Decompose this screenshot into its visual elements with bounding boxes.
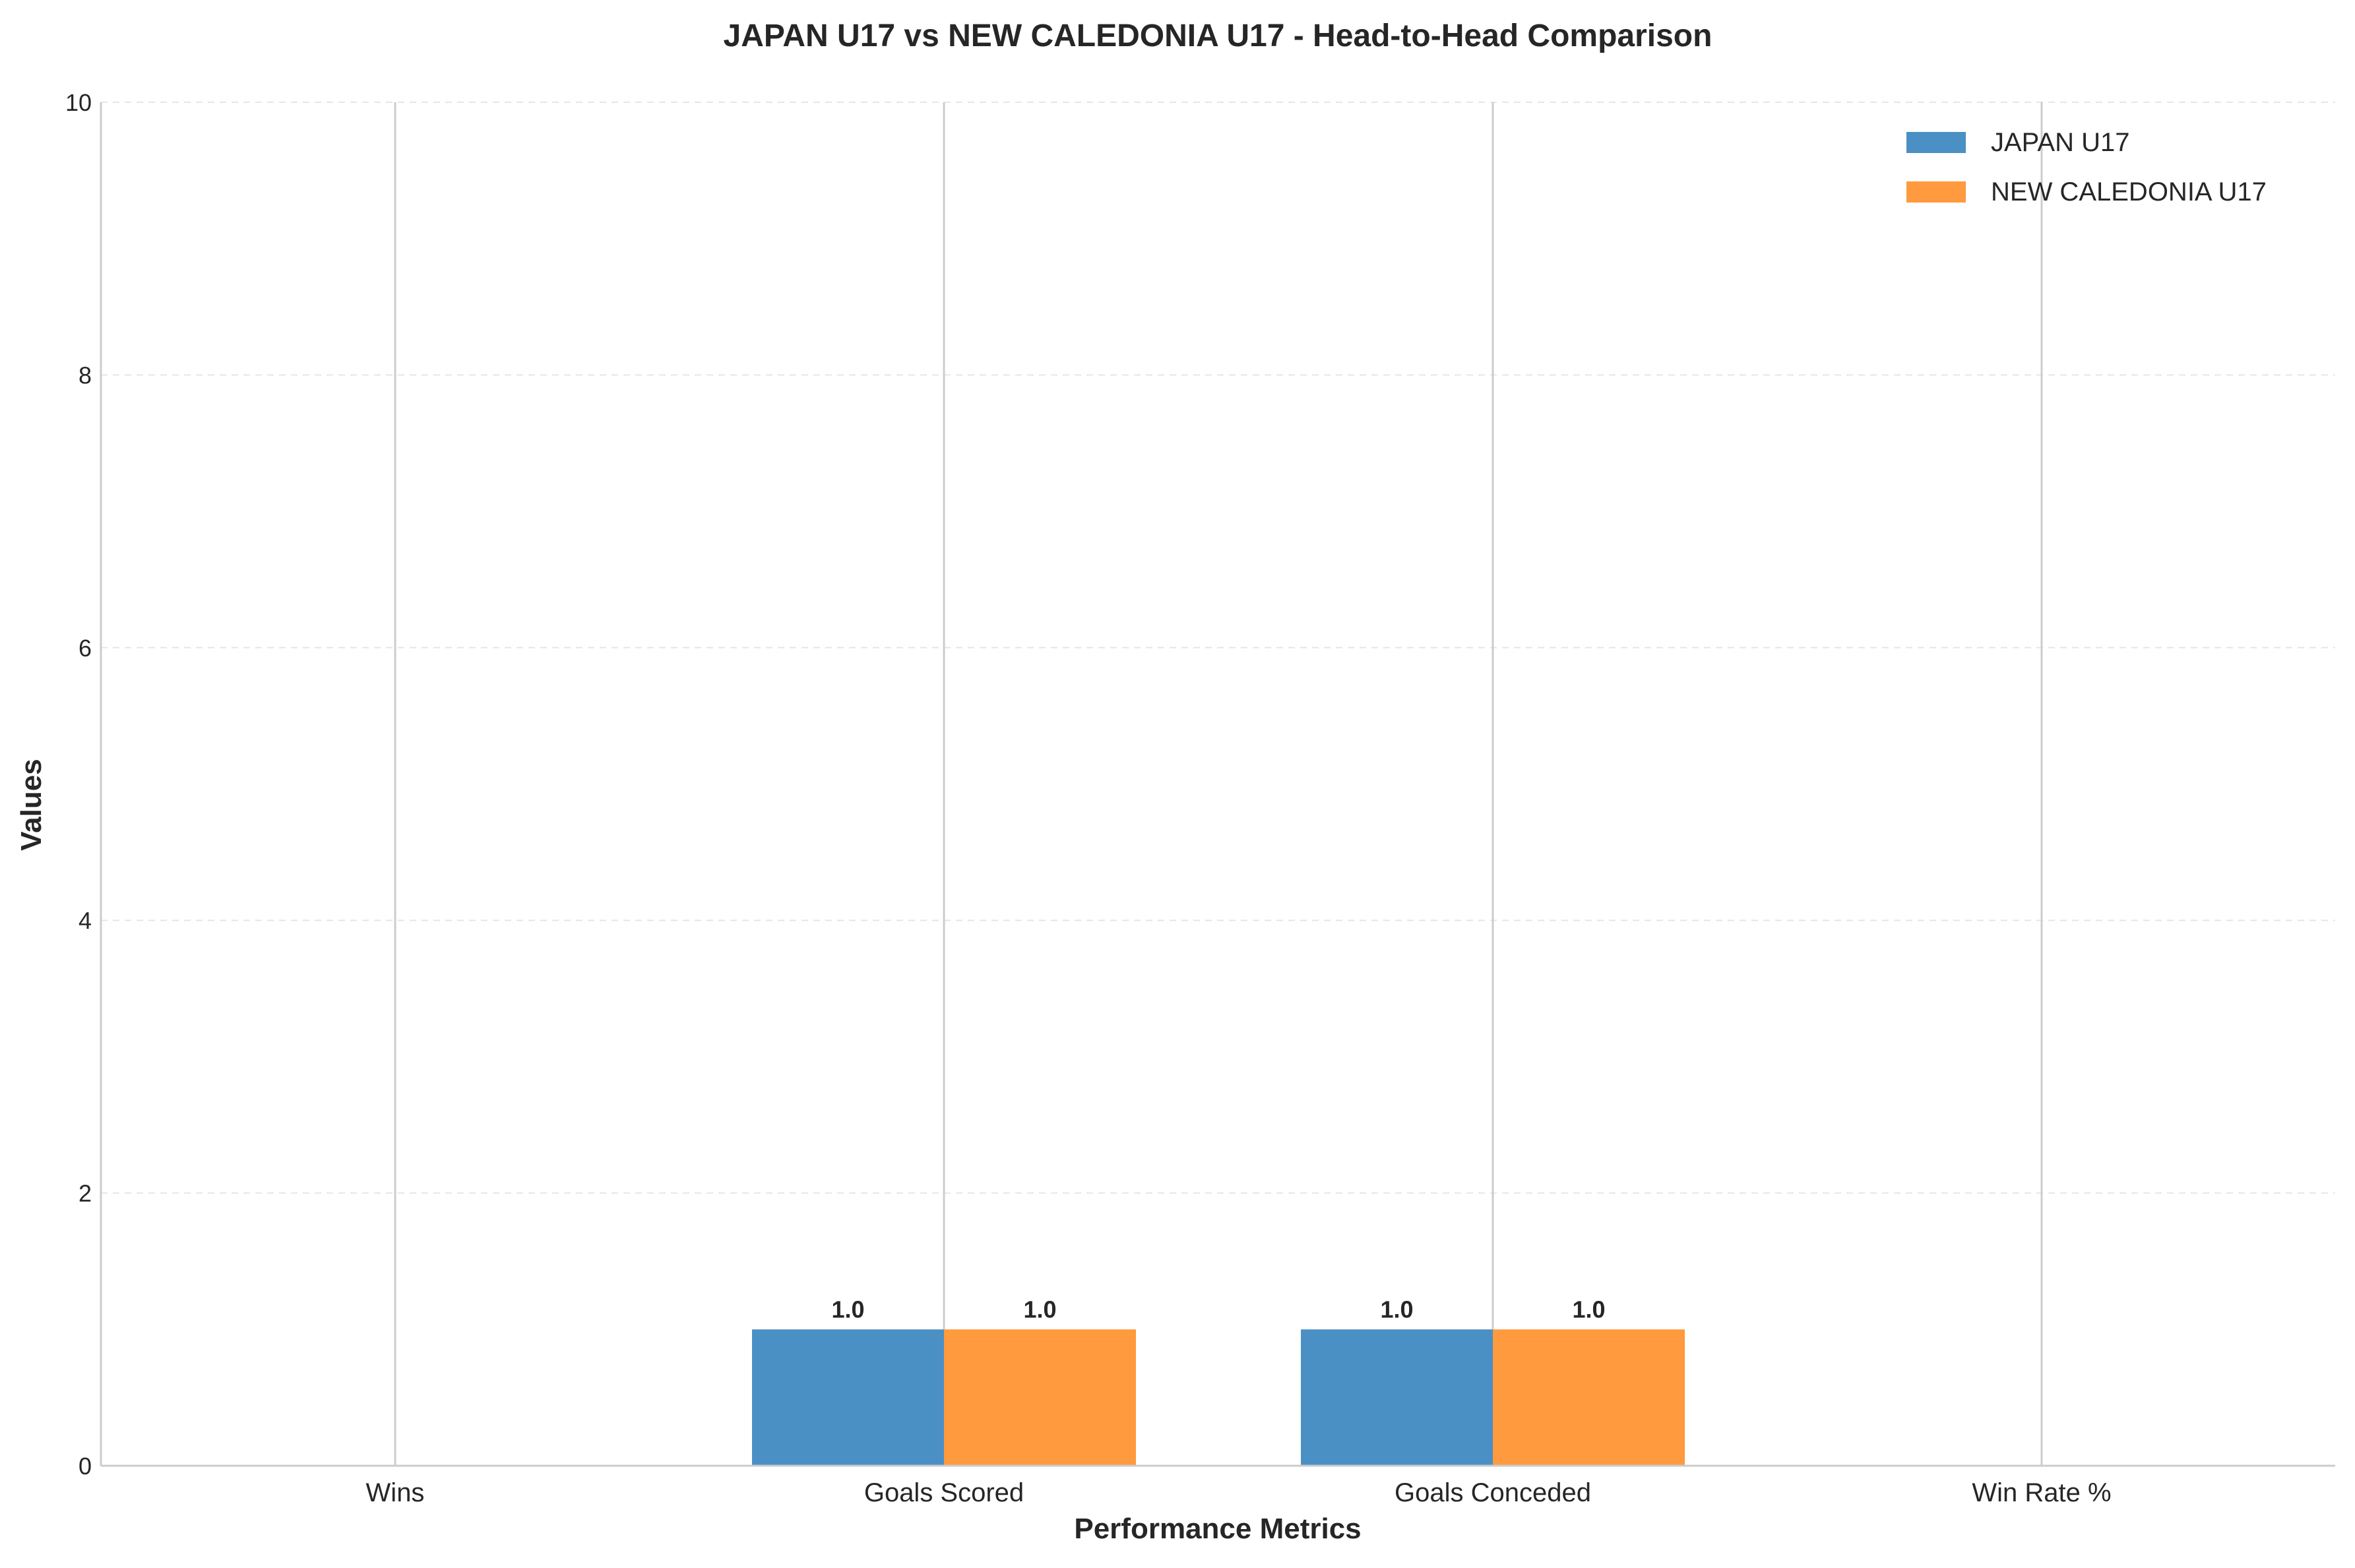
bar	[752, 1329, 944, 1466]
y-axis-label: Values	[15, 759, 47, 850]
x-axis-label: Performance Metrics	[1074, 1513, 1361, 1545]
y-tick-label: 10	[65, 89, 92, 116]
data-label: 1.0	[831, 1296, 864, 1323]
category-lines	[394, 102, 2043, 1466]
x-tick-label: Wins	[366, 1478, 425, 1507]
chart-title: JAPAN U17 vs NEW CALEDONIA U17 - Head-to…	[724, 18, 1712, 53]
data-label: 1.0	[1023, 1296, 1056, 1323]
bar	[1493, 1329, 1685, 1466]
legend: JAPAN U17 NEW CALEDONIA U17	[1906, 128, 2267, 206]
x-tick-labels: Wins Goals Scored Goals Conceded Win Rate %	[366, 1478, 2112, 1507]
y-tick-label: 2	[78, 1180, 92, 1207]
y-tick-label: 4	[78, 907, 92, 934]
x-tick-label: Win Rate %	[1972, 1478, 2111, 1507]
x-tick-label: Goals Scored	[864, 1478, 1024, 1507]
bars	[752, 1329, 1685, 1466]
legend-swatch	[1906, 132, 1966, 153]
bar	[1301, 1329, 1493, 1466]
y-tick-labels: 0 2 4 6 8 10	[65, 89, 92, 1480]
axes	[100, 102, 2335, 1467]
y-tick-label: 8	[78, 361, 92, 389]
data-label: 1.0	[1572, 1296, 1605, 1323]
y-tick-label: 6	[78, 635, 92, 662]
gridlines	[101, 102, 2335, 1466]
y-tick-label: 0	[78, 1453, 92, 1480]
x-tick-label: Goals Conceded	[1395, 1478, 1591, 1507]
data-label: 1.0	[1380, 1296, 1413, 1323]
data-labels: 1.0 1.0 1.0 1.0	[831, 1296, 1605, 1323]
legend-label: JAPAN U17	[1991, 128, 2129, 157]
bar	[944, 1329, 1136, 1466]
legend-swatch	[1906, 181, 1966, 203]
legend-label: NEW CALEDONIA U17	[1991, 177, 2267, 206]
